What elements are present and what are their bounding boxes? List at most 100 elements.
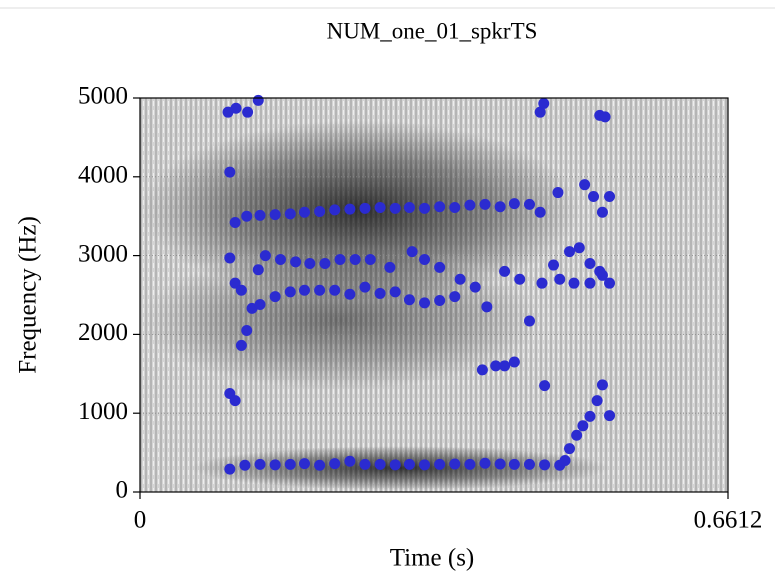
- formant-point: [254, 209, 266, 221]
- y-tick-label: 5000: [78, 83, 128, 110]
- formant-point: [419, 459, 431, 471]
- y-tick-label: 0: [116, 477, 129, 504]
- formant-point: [229, 277, 241, 289]
- formant-point: [534, 106, 546, 118]
- formant-point: [508, 198, 520, 210]
- formant-point: [524, 458, 536, 470]
- formant-point: [508, 356, 520, 368]
- formant-point: [464, 199, 476, 211]
- formant-point: [389, 459, 401, 471]
- chart-title: NUM_one_01_spkrTS: [327, 18, 538, 43]
- y-tick-label: 2000: [78, 319, 128, 346]
- formant-point: [539, 459, 551, 471]
- formant-point: [584, 277, 596, 289]
- formant-point: [419, 202, 431, 214]
- formant-point: [584, 410, 596, 422]
- formant-point: [494, 201, 506, 213]
- formant-point: [604, 410, 616, 422]
- formant-point: [538, 98, 550, 110]
- formant-point: [449, 202, 461, 214]
- formant-point: [252, 94, 264, 106]
- formant-point: [514, 273, 526, 285]
- x-axis-label: Time (s): [390, 545, 475, 572]
- spectrogram-energy: [190, 446, 610, 490]
- formant-point: [490, 360, 502, 372]
- formant-point: [235, 284, 247, 296]
- formant-point: [596, 206, 608, 218]
- formant-point: [314, 205, 326, 217]
- formant-point: [374, 287, 386, 299]
- formant-point: [419, 254, 431, 266]
- formant-point: [571, 429, 583, 441]
- formant-point: [534, 206, 546, 218]
- formant-point: [304, 257, 316, 269]
- formant-point: [259, 250, 271, 262]
- formant-point: [559, 454, 571, 466]
- formant-point: [449, 458, 461, 470]
- formant-point: [299, 458, 311, 470]
- formant-point: [403, 202, 415, 214]
- formant-point: [494, 458, 506, 470]
- formant-point: [284, 458, 296, 470]
- formant-point: [329, 284, 341, 296]
- formant-point: [434, 295, 446, 307]
- formant-point: [594, 265, 606, 277]
- y-tick-label: 3000: [78, 240, 128, 267]
- formant-point: [269, 459, 281, 471]
- formant-point: [241, 210, 253, 222]
- formant-point: [230, 102, 242, 114]
- formant-point: [224, 463, 236, 475]
- formant-point: [344, 455, 356, 467]
- formant-point: [579, 179, 591, 191]
- formant-point: [499, 265, 511, 277]
- formant-point: [290, 256, 302, 268]
- formant-point: [229, 217, 241, 229]
- formant-point: [596, 379, 608, 391]
- formant-point: [434, 261, 446, 273]
- formant-point: [403, 458, 415, 470]
- formant-point: [434, 458, 446, 470]
- y-tick-label: 4000: [78, 162, 128, 189]
- formant-point: [314, 459, 326, 471]
- formant-point: [384, 261, 396, 273]
- formant-point: [254, 298, 266, 310]
- formant-point: [539, 380, 551, 392]
- formant-point: [524, 315, 536, 327]
- formant-point: [573, 242, 585, 254]
- formant-point: [374, 202, 386, 214]
- formant-point: [299, 206, 311, 218]
- formant-point: [329, 458, 341, 470]
- formant-point: [364, 254, 376, 266]
- formant-point: [591, 395, 603, 407]
- formant-point: [548, 259, 560, 271]
- formant-point: [389, 202, 401, 214]
- formant-point: [419, 297, 431, 309]
- formant-point: [269, 291, 281, 303]
- formant-point: [469, 281, 481, 293]
- formant-point: [554, 273, 566, 285]
- formant-point: [403, 294, 415, 306]
- formant-point: [449, 291, 461, 303]
- x-tick-label: 0: [134, 507, 147, 534]
- formant-point: [406, 246, 418, 258]
- formant-point: [241, 324, 253, 336]
- formant-point: [275, 254, 287, 266]
- formant-point: [536, 277, 548, 289]
- formant-point: [476, 364, 488, 376]
- formant-point: [252, 264, 264, 276]
- formant-point: [344, 203, 356, 215]
- formant-point: [242, 106, 254, 118]
- formant-point: [239, 459, 251, 471]
- y-axis-label: Frequency (Hz): [15, 216, 42, 374]
- formant-point: [269, 209, 281, 221]
- x-tick-label: 0.6612: [694, 507, 763, 534]
- formant-point: [454, 273, 466, 285]
- formant-point: [235, 339, 247, 351]
- formant-point: [508, 458, 520, 470]
- formant-point: [359, 202, 371, 214]
- formant-point: [552, 187, 564, 199]
- formant-point: [564, 246, 576, 258]
- formant-point: [334, 254, 346, 266]
- plot-frame: [139, 97, 729, 493]
- formant-point: [374, 458, 386, 470]
